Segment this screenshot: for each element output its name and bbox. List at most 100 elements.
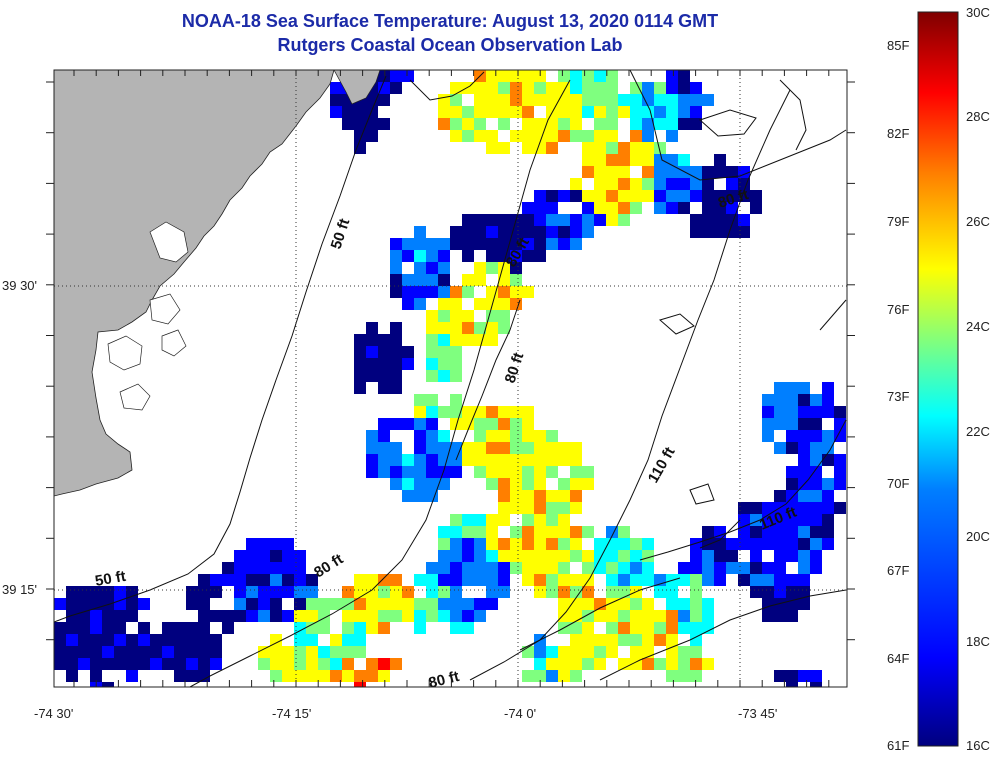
sst-pixel: [618, 94, 630, 106]
sst-pixel: [138, 622, 150, 634]
sst-pixel: [366, 598, 378, 610]
sst-pixel: [678, 622, 690, 634]
sst-pixel: [90, 646, 102, 658]
sst-pixel: [78, 634, 90, 646]
sst-pixel: [582, 130, 594, 142]
frame-ticks: [46, 70, 855, 687]
sst-pixel: [486, 574, 498, 586]
sst-pixel: [690, 550, 702, 562]
sst-pixel: [66, 610, 78, 622]
sst-pixel: [630, 634, 642, 646]
sst-pixel: [558, 658, 570, 670]
sst-pixel: [642, 82, 654, 94]
sst-pixel: [438, 358, 450, 370]
sst-pixel: [438, 370, 450, 382]
sst-pixel: [738, 538, 750, 550]
sst-pixel: [390, 82, 402, 94]
sst-pixel: [546, 130, 558, 142]
sst-pixel: [486, 250, 498, 262]
sst-pixel: [234, 586, 246, 598]
sst-pixel: [138, 646, 150, 658]
sst-pixel: [114, 646, 126, 658]
sst-pixel: [774, 406, 786, 418]
sst-pixel: [702, 94, 714, 106]
sst-pixel: [570, 178, 582, 190]
sst-pixel: [726, 166, 738, 178]
map-subtitle: Rutgers Coastal Ocean Observation Lab: [277, 35, 623, 55]
sst-pixel: [606, 166, 618, 178]
sst-pixel: [618, 562, 630, 574]
sst-pixel: [642, 118, 654, 130]
sst-pixel: [102, 634, 114, 646]
sst-pixel: [834, 418, 846, 430]
sst-pixel: [342, 586, 354, 598]
sst-pixel: [630, 202, 642, 214]
sst-pixel: [630, 106, 642, 118]
sst-pixel: [498, 298, 510, 310]
sst-pixel: [378, 658, 390, 670]
sst-pixel: [606, 610, 618, 622]
sst-pixel: [534, 526, 546, 538]
sst-pixel: [798, 490, 810, 502]
sst-pixel: [378, 370, 390, 382]
sst-pixel: [690, 118, 702, 130]
sst-pixel: [798, 430, 810, 442]
sst-pixel: [606, 106, 618, 118]
sst-pixel: [426, 322, 438, 334]
sst-pixel: [378, 598, 390, 610]
sst-pixel: [126, 610, 138, 622]
sst-pixel: [450, 586, 462, 598]
sst-pixel: [798, 598, 810, 610]
sst-pixel: [462, 574, 474, 586]
sst-pixel: [762, 598, 774, 610]
sst-pixel: [426, 562, 438, 574]
sst-pixel: [138, 598, 150, 610]
sst-pixel: [786, 406, 798, 418]
sst-pixel: [738, 502, 750, 514]
sst-pixel: [798, 382, 810, 394]
sst-pixel: [558, 130, 570, 142]
sst-pixel: [498, 514, 510, 526]
sst-pixel: [378, 454, 390, 466]
sst-pixel: [606, 574, 618, 586]
sst-pixel: [462, 322, 474, 334]
sst-pixel: [366, 370, 378, 382]
sst-pixel: [462, 442, 474, 454]
sst-pixel: [690, 562, 702, 574]
sst-pixel: [342, 670, 354, 682]
sst-pixel: [510, 262, 522, 274]
sst-pixel: [114, 586, 126, 598]
sst-pixel: [534, 442, 546, 454]
land-highlands: [333, 70, 381, 105]
sst-pixel: [498, 562, 510, 574]
sst-pixel: [714, 550, 726, 562]
sst-pixel: [258, 550, 270, 562]
sst-pixel: [102, 646, 114, 658]
sst-pixel: [834, 406, 846, 418]
sst-pixel: [414, 394, 426, 406]
sst-pixel: [486, 82, 498, 94]
sst-pixel: [342, 610, 354, 622]
sst-pixel: [306, 658, 318, 670]
sst-pixel: [318, 598, 330, 610]
sst-pixel: [810, 562, 822, 574]
sst-pixel: [450, 538, 462, 550]
sst-pixel: [342, 658, 354, 670]
sst-pixel: [222, 574, 234, 586]
sst-pixel: [642, 190, 654, 202]
sst-pixel: [594, 214, 606, 226]
sst-pixel: [414, 478, 426, 490]
sst-pixel: [570, 130, 582, 142]
sst-pixel: [450, 418, 462, 430]
sst-pixel: [390, 334, 402, 346]
sst-pixel: [498, 490, 510, 502]
sst-pixel: [378, 358, 390, 370]
sst-pixel: [390, 322, 402, 334]
sst-pixel: [114, 634, 126, 646]
sst-pixel: [582, 622, 594, 634]
sst-pixel: [606, 634, 618, 646]
sst-pixel: [594, 190, 606, 202]
sst-pixel: [630, 82, 642, 94]
sst-pixel: [558, 526, 570, 538]
